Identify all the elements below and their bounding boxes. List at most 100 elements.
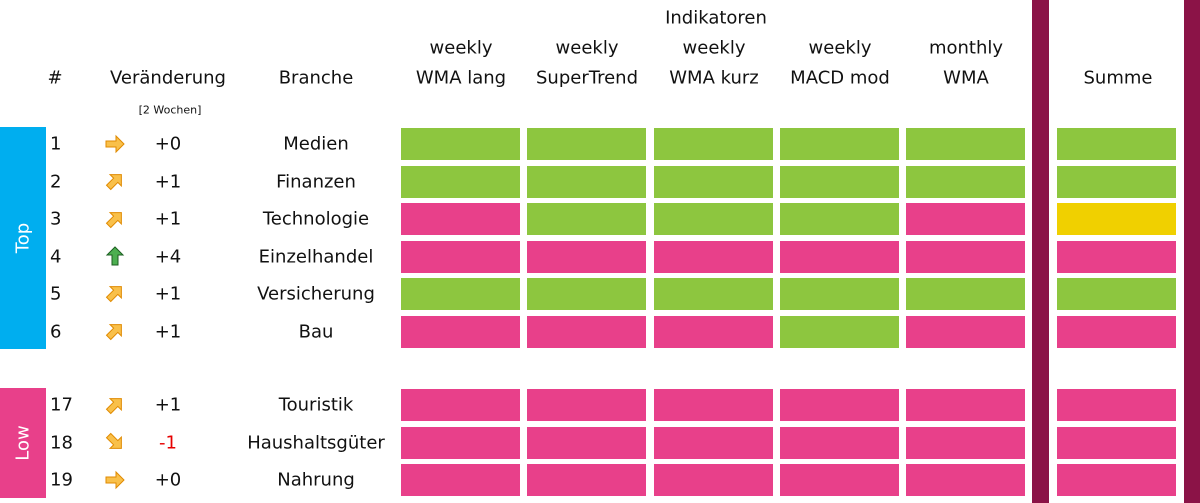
sum-header: Summe (1083, 67, 1153, 89)
indicator-cell (654, 203, 773, 235)
rank: 17 (50, 394, 73, 416)
indicator-cell (654, 128, 773, 160)
sector: Versicherung (257, 283, 375, 305)
indicator-header: WMA kurz (669, 67, 759, 89)
indicator-cell (906, 165, 1025, 198)
indicator-header: weekly (429, 37, 493, 59)
indicator-cell (401, 203, 520, 235)
change-header: Veränderung (110, 67, 226, 89)
sum-cell (1057, 278, 1176, 310)
indicator-cell (906, 203, 1025, 235)
sector: Finanzen (276, 171, 356, 192)
indicator-header: weekly (682, 37, 746, 59)
indicator-cell (401, 128, 520, 160)
group-label-text: Top (12, 222, 34, 254)
sector: Einzelhandel (258, 246, 374, 267)
indicator-cell (780, 315, 899, 348)
indicator-cell (654, 389, 773, 421)
sum-cell (1057, 165, 1176, 198)
indicator-header: weekly (555, 37, 619, 59)
indicator-cell (527, 128, 646, 160)
indicator-cell (401, 165, 520, 198)
indicator-header: weekly (808, 37, 872, 59)
arrow-up-right (105, 324, 122, 341)
sector: Medien (283, 133, 349, 155)
sum-cell (1057, 315, 1176, 348)
group-label: Top (0, 127, 46, 349)
arrow-up-right (105, 212, 122, 229)
group-header: Indikatoren (665, 7, 767, 29)
arrow-up-right (105, 398, 122, 415)
sector: Technologie (262, 208, 370, 230)
change: +0 (154, 133, 182, 155)
indicator-cell (401, 389, 520, 421)
change-note: [2 Wochen] (138, 103, 202, 117)
rank: 5 (50, 283, 62, 305)
indicator-cell (401, 278, 520, 310)
rank: 6 (50, 321, 62, 342)
indicator-cell (780, 389, 899, 421)
change: +1 (154, 283, 182, 305)
indicator-cell (527, 165, 646, 198)
indicator-cell (780, 426, 899, 459)
divider (1032, 0, 1049, 503)
rank-header: # (47, 67, 63, 89)
indicator-header: WMA lang (415, 67, 507, 89)
indicator-header: WMA (943, 67, 989, 89)
change: +1 (154, 171, 182, 192)
arrow-right (105, 134, 125, 154)
group-label-text: Low (12, 425, 34, 461)
change: +1 (154, 321, 182, 342)
indicator-cell (401, 464, 520, 496)
arrow-up-right (105, 174, 122, 191)
indicator-cell (780, 464, 899, 496)
sum-cell (1057, 203, 1176, 235)
rank: 2 (50, 171, 62, 192)
sum-cell (1057, 128, 1176, 160)
indicator-cell (780, 240, 899, 273)
indicator-cell (654, 464, 773, 496)
sector: Touristik (278, 394, 354, 416)
indicator-cell (780, 278, 899, 310)
change: +4 (154, 246, 182, 267)
arrow-right (105, 470, 125, 490)
indicator-cell (654, 426, 773, 459)
change: +1 (154, 208, 182, 230)
change: -1 (159, 432, 177, 453)
indicator-cell (401, 426, 520, 459)
indicator-header: MACD mod (790, 67, 890, 89)
rank: 1 (50, 133, 62, 155)
arrow-up (105, 246, 125, 266)
indicator-cell (906, 240, 1025, 273)
indicator-cell (654, 315, 773, 348)
change: +1 (154, 394, 182, 416)
indicator-cell (780, 128, 899, 160)
sum-cell (1057, 464, 1176, 496)
indicator-cell (906, 389, 1025, 421)
indicator-cell (527, 203, 646, 235)
indicator-cell (401, 315, 520, 348)
indicator-cell (654, 240, 773, 273)
indicator-cell (906, 315, 1025, 348)
indicator-cell (654, 165, 773, 198)
sum-cell (1057, 240, 1176, 273)
indicator-cell (527, 389, 646, 421)
indicator-cell (527, 240, 646, 273)
indicator-cell (527, 426, 646, 459)
rank: 18 (50, 432, 73, 453)
indicator-cell (906, 464, 1025, 496)
indicator-cell (906, 128, 1025, 160)
arrow-up-right (105, 286, 122, 303)
sector: Nahrung (277, 469, 355, 491)
change: +0 (154, 469, 182, 491)
indicator-cell (654, 278, 773, 310)
sector: Haushaltsgüter (247, 432, 385, 453)
indicator-cell (527, 315, 646, 348)
rank: 3 (50, 208, 62, 230)
sum-cell (1057, 426, 1176, 459)
arrow-down-right (105, 432, 122, 449)
divider (1184, 0, 1200, 503)
indicator-cell (780, 165, 899, 198)
rank: 4 (50, 246, 62, 267)
